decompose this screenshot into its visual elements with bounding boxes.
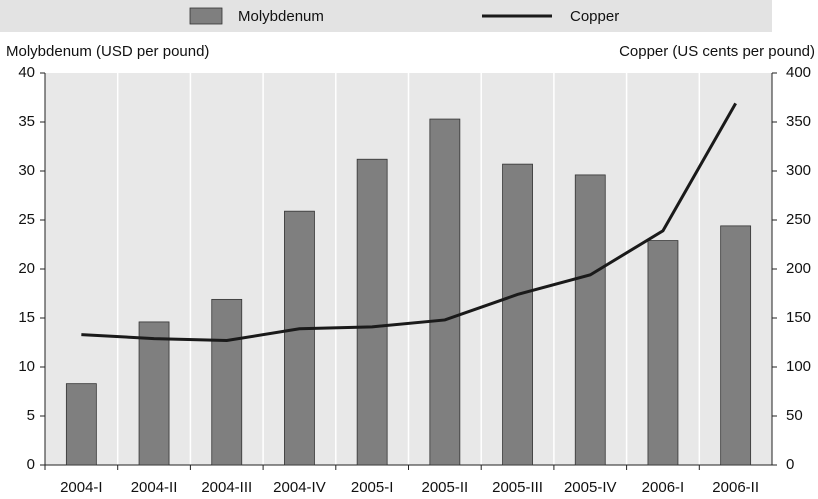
y-tick-label: 10 <box>18 358 35 375</box>
y2-tick-label: 0 <box>786 456 794 473</box>
x-tick-label: 2005-IV <box>564 479 617 496</box>
y-tick-label: 5 <box>27 407 35 424</box>
y2-tick-label: 300 <box>786 162 811 179</box>
y-tick-label: 15 <box>18 309 35 326</box>
y2-tick-label: 100 <box>786 358 811 375</box>
y2-tick-label: 50 <box>786 407 803 424</box>
y2-tick-label: 250 <box>786 211 811 228</box>
x-tick-label: 2006-II <box>712 479 759 496</box>
bar <box>429 118 461 466</box>
y2-axis-label: Copper (US cents per pound) <box>619 43 815 60</box>
bar <box>502 163 533 466</box>
y-tick-label: 40 <box>18 64 35 81</box>
x-tick-label: 2004-III <box>201 479 252 496</box>
line <box>81 102 737 343</box>
legend-swatch <box>189 7 223 25</box>
x-tick-label: 2005-III <box>492 479 543 496</box>
bar <box>211 298 243 466</box>
y-tick-label: 30 <box>18 162 35 179</box>
bar <box>138 321 170 466</box>
x-tick-label: 2004-IV <box>273 479 326 496</box>
bar <box>647 240 679 466</box>
x-tick-label: 2006-I <box>642 479 685 496</box>
bar <box>574 174 606 466</box>
y-tick-label: 0 <box>27 456 35 473</box>
x-tick-label: 2005-I <box>351 479 394 496</box>
legend-band <box>0 0 772 32</box>
bar <box>356 158 388 466</box>
y-tick-label: 25 <box>18 211 35 228</box>
y-tick-label: 35 <box>18 113 35 130</box>
y2-tick-label: 350 <box>786 113 811 130</box>
bar <box>720 225 752 466</box>
y-tick-label: 20 <box>18 260 35 277</box>
bar <box>284 210 315 466</box>
y-axis-label: Molybdenum (USD per pound) <box>6 43 209 60</box>
legend-label: Copper <box>570 8 619 25</box>
bar <box>65 383 97 466</box>
y2-tick-label: 200 <box>786 260 811 277</box>
y2-tick-label: 400 <box>786 64 811 81</box>
y2-tick-label: 150 <box>786 309 811 326</box>
legend-label: Molybdenum <box>238 8 324 25</box>
x-tick-label: 2005-II <box>421 479 468 496</box>
x-tick-label: 2004-I <box>60 479 103 496</box>
x-tick-label: 2004-II <box>131 479 178 496</box>
